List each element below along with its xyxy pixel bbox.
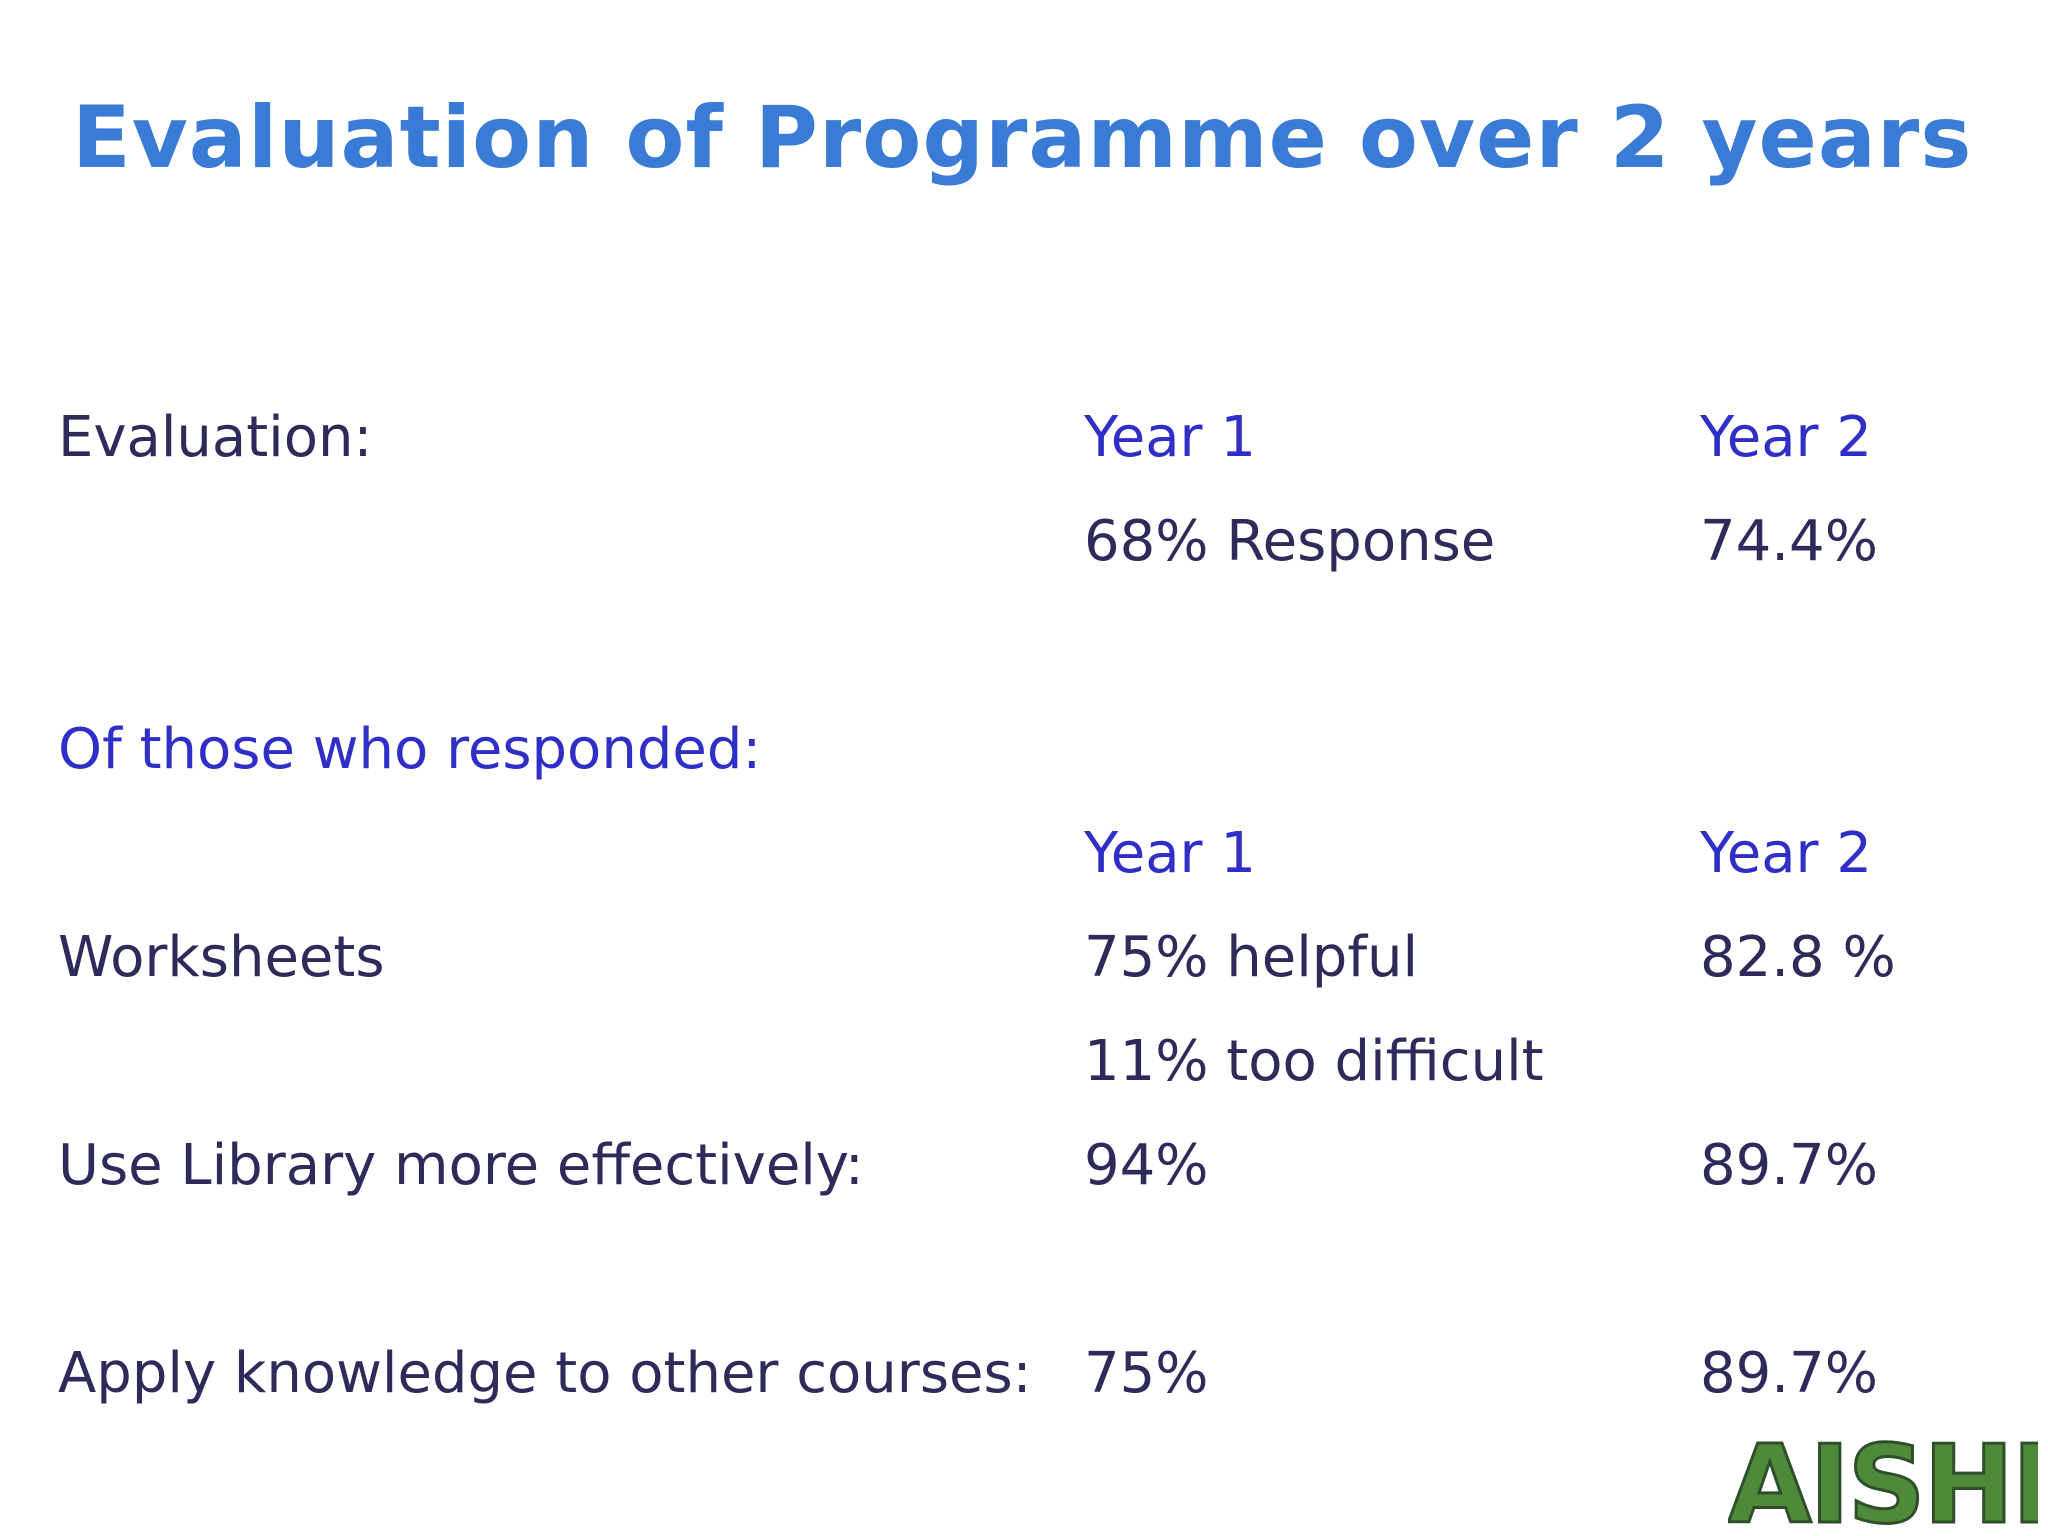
row-year1-value: 11% too difficult: [1084, 1029, 1544, 1094]
respondents-label: Of those who responded:: [58, 717, 762, 782]
evaluation-year2-header: Year 2: [1700, 405, 1872, 470]
row-year1-value: 94%: [1084, 1133, 1209, 1198]
row-year2-value: 89.7%: [1700, 1133, 1878, 1198]
row-year1-value: 75% helpful: [1084, 925, 1419, 990]
respondents-year2-header: Year 2: [1700, 821, 1872, 886]
evaluation-label: Evaluation:: [58, 405, 373, 470]
respondents-year1-header: Year 1: [1084, 821, 1256, 886]
aishe-logo: AISHE: [1728, 1432, 2038, 1528]
logo-text: AISHE: [1728, 1432, 2038, 1528]
evaluation-year1-response: 68% Response: [1084, 509, 1496, 574]
row-label: Use Library more effectively:: [58, 1133, 864, 1198]
evaluation-year2-response: 74.4%: [1700, 509, 1878, 574]
evaluation-year1-header: Year 1: [1084, 405, 1256, 470]
row-label: Apply knowledge to other courses:: [58, 1341, 1032, 1406]
slide-title: Evaluation of Programme over 2 years: [72, 88, 1973, 188]
row-year1-value: 75%: [1084, 1341, 1209, 1406]
row-year2-value: 82.8 %: [1700, 925, 1896, 990]
row-year2-value: 89.7%: [1700, 1341, 1878, 1406]
row-label: Worksheets: [58, 925, 385, 990]
